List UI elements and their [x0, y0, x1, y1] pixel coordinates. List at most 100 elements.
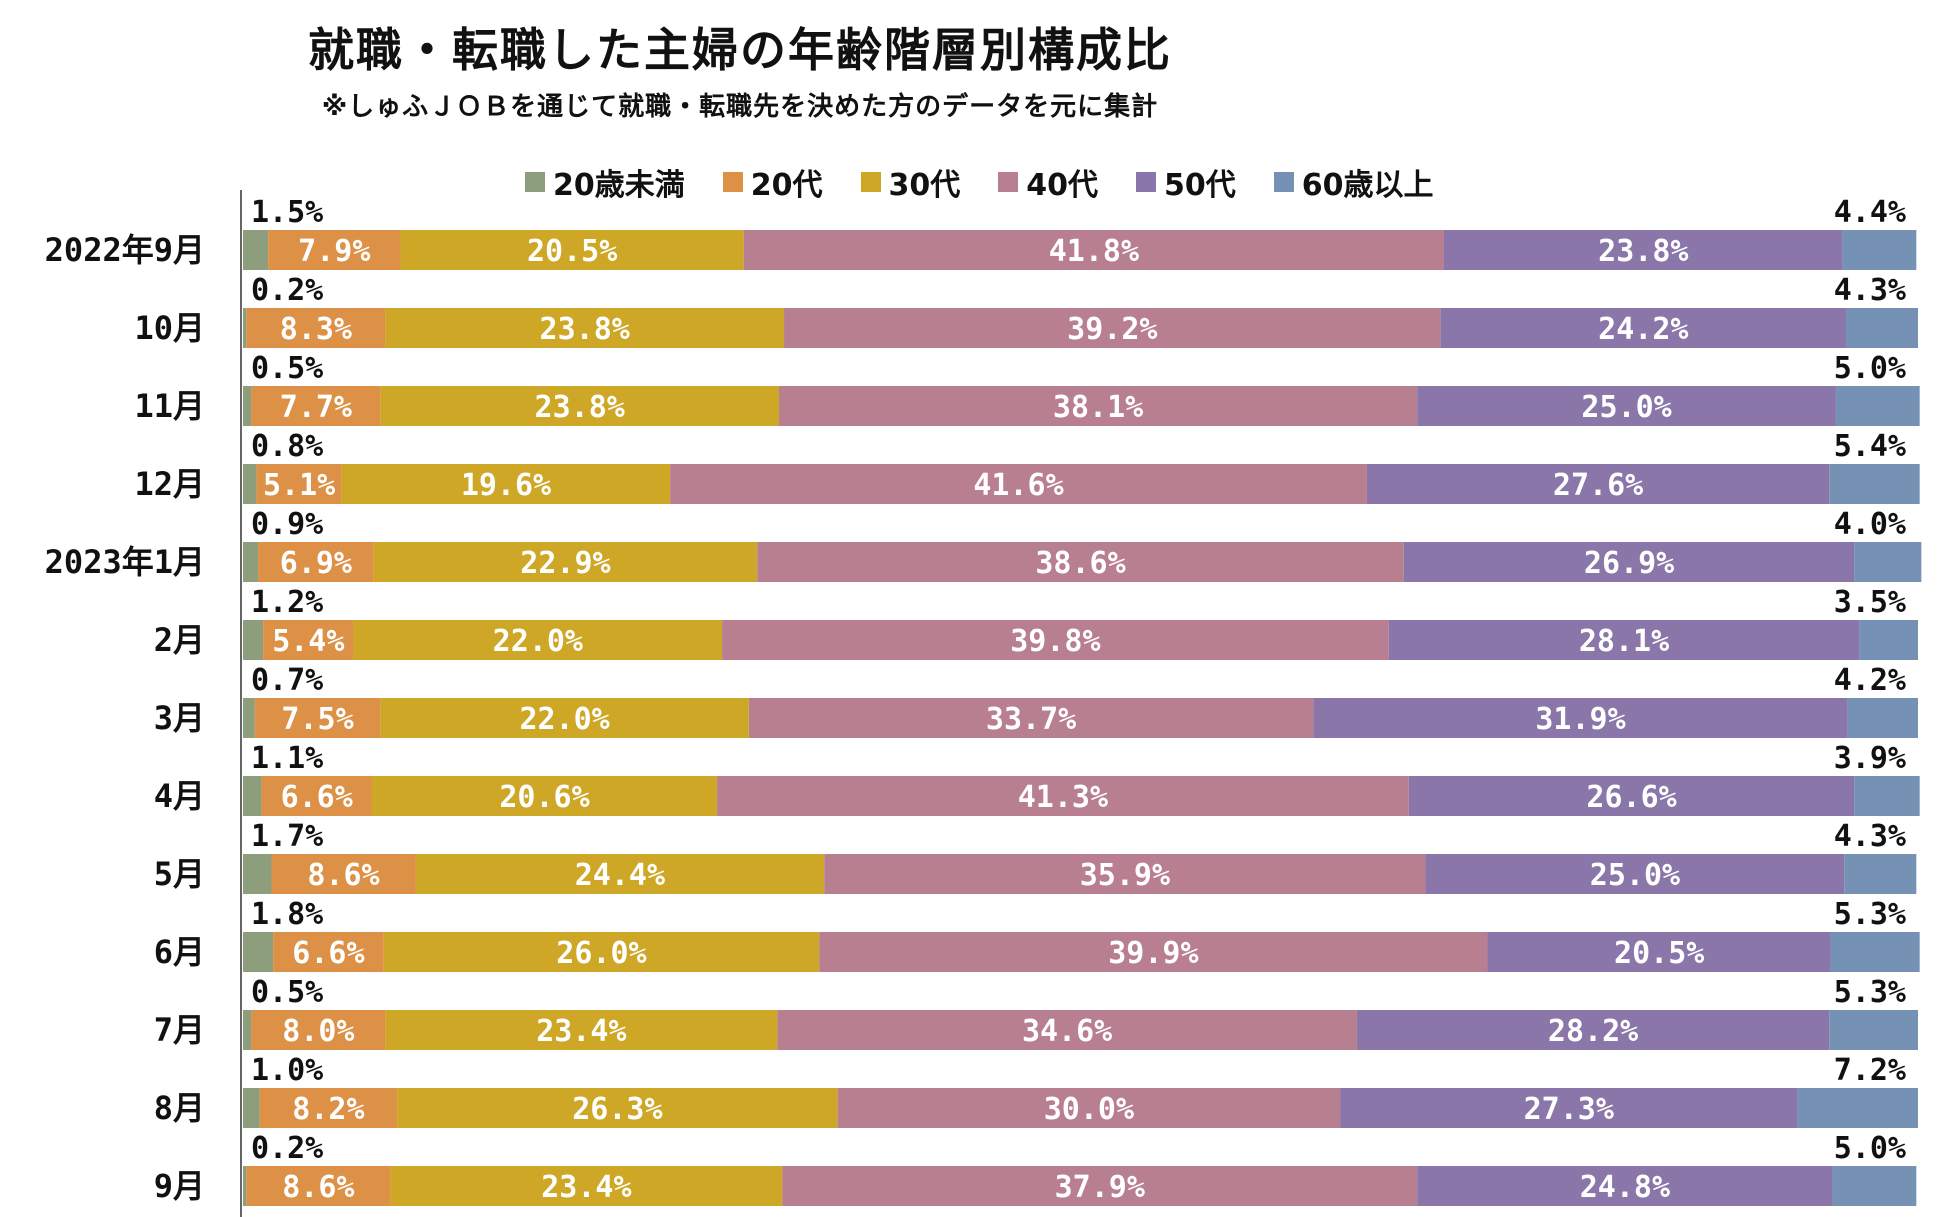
chart-title: 就職・転職した主婦の年齢階層別構成比 [308, 23, 1172, 77]
bar-segment [1844, 854, 1917, 894]
data-label: 4.2% [1834, 663, 1906, 698]
bar-segment [243, 776, 262, 816]
bar-segment [1842, 230, 1917, 270]
bar-segment [743, 230, 1444, 270]
bar-segment [1845, 308, 1918, 348]
bar-segment [243, 620, 264, 660]
bar-segment [1356, 1010, 1830, 1050]
bar-segment [1340, 1088, 1798, 1128]
data-label: 7.9% [298, 234, 370, 269]
data-label: 39.2% [1067, 312, 1157, 347]
bar-segment [385, 1010, 778, 1050]
bar-segment [243, 932, 274, 972]
category-label: 8月 [154, 1089, 205, 1127]
data-label: 20.5% [527, 234, 617, 269]
bar-segment [373, 542, 758, 582]
bar-segment [251, 1010, 386, 1050]
data-label: 39.8% [1010, 624, 1100, 659]
bar-segment [246, 1166, 391, 1206]
category-label: 5月 [154, 855, 205, 893]
data-label: 34.6% [1022, 1014, 1112, 1049]
category-label: 9月 [154, 1167, 205, 1205]
bar-segment [341, 464, 671, 504]
bar-segment [1417, 1166, 1833, 1206]
bar-segment [261, 776, 372, 816]
data-label: 25.0% [1581, 390, 1671, 425]
data-label: 1.5% [251, 195, 323, 230]
data-label: 27.3% [1524, 1092, 1614, 1127]
bar-segment [380, 386, 779, 426]
bar-segment [824, 854, 1426, 894]
data-label: 35.9% [1080, 858, 1170, 893]
legend-swatch [1273, 172, 1294, 192]
data-label: 5.0% [1834, 351, 1906, 386]
bar-segment [819, 932, 1488, 972]
data-label: 5.3% [1834, 975, 1906, 1010]
bar-segment [757, 542, 1404, 582]
data-label: 6.9% [280, 546, 352, 581]
category-label: 11月 [134, 387, 205, 425]
bar-segment [397, 1088, 838, 1128]
data-label: 23.8% [535, 390, 625, 425]
bar-segment [243, 854, 272, 894]
bar-segment [243, 230, 269, 270]
data-label: 7.5% [281, 702, 353, 737]
chart-subtitle: ※しゅふＪＯＢを通じて就職・転職先を決めた方のデータを元に集計 [321, 92, 1159, 122]
bar-segment [243, 464, 257, 504]
data-label: 3.9% [1834, 741, 1906, 776]
legend-item: 20代 [722, 160, 823, 204]
bar-segment [1388, 620, 1860, 660]
legend-swatch [998, 172, 1019, 192]
data-label: 38.1% [1053, 390, 1143, 425]
data-label: 8.6% [282, 1170, 354, 1205]
bar-segment [243, 386, 252, 426]
legend-swatch [525, 172, 545, 192]
bar-segment [1859, 620, 1918, 660]
category-label: 12月 [134, 465, 205, 503]
data-label: 19.6% [461, 468, 551, 503]
data-label: 38.6% [1035, 546, 1125, 581]
data-label: 20.6% [499, 780, 589, 815]
data-label: 30.0% [1044, 1092, 1134, 1127]
data-label: 0.7% [251, 663, 323, 698]
legend-item: 30代 [860, 160, 960, 204]
data-label: 7.7% [280, 390, 352, 425]
bar-segment [1440, 308, 1846, 348]
data-label: 5.4% [1834, 429, 1906, 464]
bar-segment [243, 1166, 247, 1206]
bar-segment [243, 308, 247, 348]
legend-swatch [860, 172, 881, 192]
bar-segment [1443, 230, 1843, 270]
bar-segment [353, 620, 723, 660]
bar-segment [670, 464, 1367, 504]
bar-segment [1487, 932, 1831, 972]
bar-segment [1832, 1166, 1917, 1206]
bar-segment [1854, 542, 1922, 582]
bar-segment [415, 854, 825, 894]
data-label: 26.3% [572, 1092, 662, 1127]
data-label: 8.3% [280, 312, 352, 347]
bar-segment [1313, 698, 1848, 738]
bar-segment [717, 776, 1409, 816]
data-label: 31.9% [1535, 702, 1625, 737]
data-label: 24.2% [1598, 312, 1688, 347]
data-label: 22.9% [520, 546, 610, 581]
data-label: 22.0% [519, 702, 609, 737]
bar-segment [256, 464, 342, 504]
bar-segment [1797, 1088, 1918, 1128]
data-label: 7.2% [1834, 1053, 1906, 1088]
bar-segment [243, 1088, 260, 1128]
bar-segment [784, 308, 1441, 348]
data-label: 24.8% [1580, 1170, 1670, 1205]
bar-segment [722, 620, 1389, 660]
legend-item: 40代 [998, 160, 1098, 204]
bar-segment [273, 932, 384, 972]
bar-segment [263, 620, 354, 660]
legend-label: 20代 [750, 168, 823, 203]
data-label: 1.0% [251, 1053, 323, 1088]
data-label: 0.5% [251, 351, 323, 386]
bar-segment [1847, 698, 1918, 738]
data-label: 26.0% [556, 936, 646, 971]
bar-segment [1854, 776, 1920, 816]
data-label: 39.9% [1108, 936, 1198, 971]
